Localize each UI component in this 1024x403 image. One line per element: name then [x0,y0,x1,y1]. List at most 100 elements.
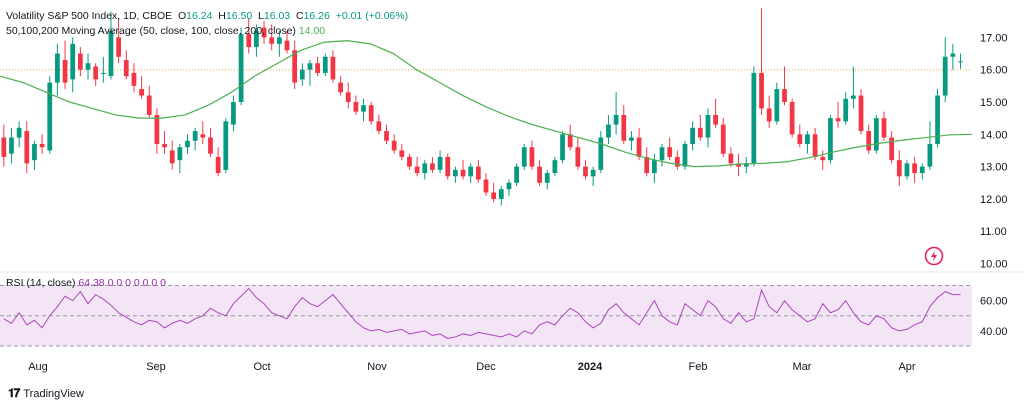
candle [652,153,657,183]
candle-body [116,37,122,57]
candle-body [782,89,787,102]
candle [583,160,588,180]
rsi-title[interactable]: RSI (14, close) [6,277,76,289]
candle [705,108,711,148]
ma-value: 14.00 [298,25,326,37]
candle-body [338,82,343,93]
time-axis-label: Dec [476,361,496,373]
candle-body [192,131,198,141]
candle [491,182,497,203]
candle [70,37,76,93]
candle-body [254,30,259,48]
candle [445,153,451,180]
rsi-legend: RSI (14, close) 64.38 0 0 0 0 0 0 0 [6,277,166,289]
candle [958,53,963,69]
symbol-title[interactable]: Volatility S&P 500 Index, 1D, CBOE [6,10,173,22]
time-axis-label: Feb [689,361,708,373]
time-axis-label: Oct [253,361,270,373]
brand-name: TradingView [23,387,84,400]
candle-body [55,53,60,83]
candle-body [567,134,573,148]
candle [460,160,466,180]
candle-body [177,147,183,161]
candle [437,150,443,174]
candle-body [32,144,37,161]
candle [185,134,190,154]
candle-body [644,156,650,174]
candle [621,105,627,144]
ma-legend: 50,100,200 Moving Average (50, close, 10… [6,25,325,38]
candle [292,40,298,90]
candle-body [139,89,144,96]
candle-body [766,108,772,122]
candle [927,121,933,170]
candle-body [146,95,152,115]
candle-body [720,124,726,154]
candle [935,89,940,148]
candle-body [805,134,810,144]
candle [223,118,229,174]
candle-body [812,134,818,157]
candle-body [1,137,7,157]
candle-body [39,144,45,148]
candle [85,53,91,80]
candle [322,53,328,77]
time-axis-label: 2024 [578,361,603,373]
candle-body [414,166,420,174]
tradingview-branding[interactable]: 𝟏𝟕 TradingView [8,386,84,401]
candle-body [728,153,734,164]
candle [873,114,879,154]
candle [47,76,53,154]
time-axis-label: Apr [898,361,915,373]
candle [77,47,83,77]
candle [16,121,22,148]
candle-body [935,95,940,144]
candle [353,95,359,115]
candle-body [690,127,696,144]
candle-body [70,43,76,80]
candle-body [345,92,351,102]
candle [820,150,826,170]
candle [866,124,872,154]
candle-body [889,137,895,161]
candle [177,144,183,174]
candle [782,66,787,106]
candle [422,160,428,180]
candle-body [162,144,167,148]
candle-body [942,56,948,96]
candle [904,160,910,180]
candle [468,163,474,183]
candle [475,160,481,183]
close-value: 16.26 [303,10,330,22]
open-value: 16.24 [186,10,213,22]
candle [850,66,856,109]
candle-body [322,56,328,73]
candle [506,179,512,196]
candle [246,18,252,54]
candle [330,50,336,83]
candle [162,131,167,154]
candle-body [697,127,703,138]
candle-body [215,156,221,174]
ma-title[interactable]: 50,100,200 Moving Average (50, close, 10… [6,25,296,37]
high-value: 16.50 [225,10,253,22]
candle-body [674,156,680,167]
candle [192,127,198,151]
candle-body [575,147,581,167]
candle-body [284,40,290,51]
candle-body [100,72,106,74]
candle-body [537,166,542,183]
candle-body [789,102,795,135]
candle [766,95,772,128]
live-indicator-icon[interactable] [924,246,944,266]
candle-body [399,150,405,157]
candle [376,114,382,135]
candle-body [835,118,841,122]
candle-body [682,144,688,167]
candle [238,27,244,106]
candle [629,131,634,151]
candle-body [353,102,359,112]
candle [32,140,37,170]
